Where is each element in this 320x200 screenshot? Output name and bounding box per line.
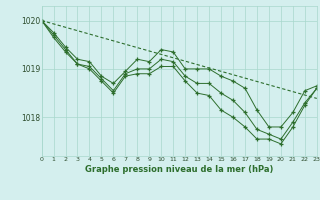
- X-axis label: Graphe pression niveau de la mer (hPa): Graphe pression niveau de la mer (hPa): [85, 165, 273, 174]
